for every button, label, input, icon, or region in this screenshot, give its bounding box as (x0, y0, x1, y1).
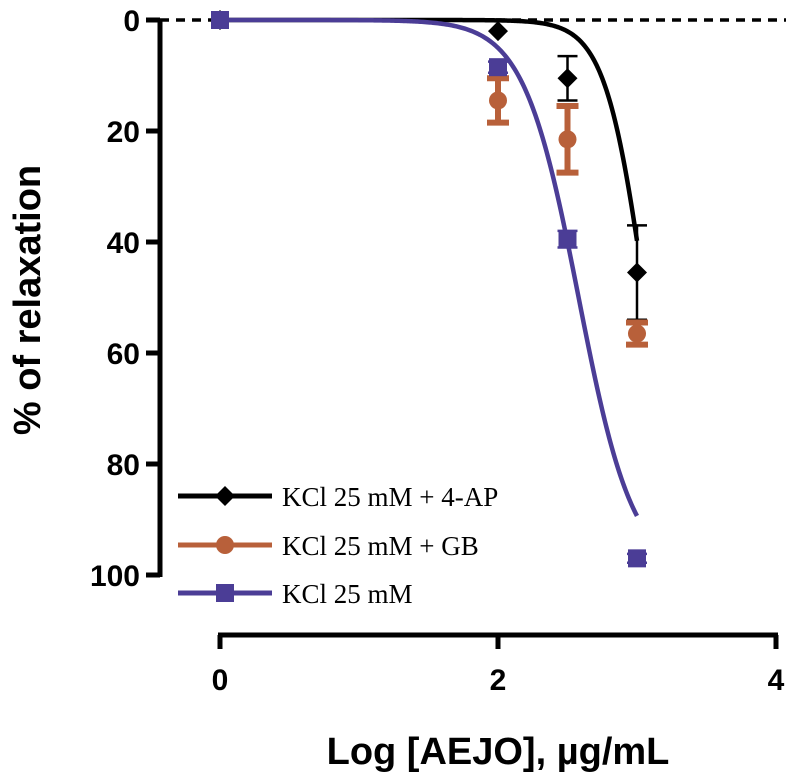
x-tick-label-0: 0 (212, 664, 229, 697)
y-tick-label-40: 40 (107, 227, 140, 260)
series-layer (210, 10, 648, 568)
point-kcl-25-mm-2 (558, 230, 577, 249)
y-tick-label-20: 20 (107, 116, 140, 149)
legend-label-kcl-25-mm-gb: KCl 25 mM + GB (282, 531, 479, 561)
point-kcl-25-mm-0 (211, 11, 229, 29)
x-tick-label-4: 4 (768, 664, 785, 697)
x-tick-label-2: 2 (490, 664, 507, 697)
y-tick-label-0: 0 (123, 5, 140, 38)
fit-curve-kcl-25-mm-4-ap (220, 17, 640, 242)
y-axis-title: % of relaxation (7, 165, 49, 435)
series-kcl-25-mm (211, 11, 647, 568)
fit-curve-kcl-25-mm (220, 17, 640, 517)
legend: KCl 25 mM + 4-AP KCl 25 mM + GB KCl 25 mM (178, 482, 498, 609)
series-kcl-25-mm-4-ap (210, 10, 647, 321)
legend-label-kcl-25-mm-4-ap: KCl 25 mM + 4-AP (282, 482, 498, 512)
point-kcl-25-mm-4-ap-3 (627, 262, 647, 283)
axes: 0 20 40 60 80 100 0 2 4 (90, 5, 785, 697)
point-kcl-25-mm-gb-1 (489, 91, 507, 110)
point-kcl-25-mm-4-ap-2 (557, 68, 578, 89)
legend-marker-kcl-25-mm (216, 584, 234, 602)
x-axis-title: Log [AEJO], µg/mL (327, 731, 670, 773)
y-tick-label-80: 80 (107, 449, 140, 482)
legend-marker-kcl-25-mm-gb (216, 536, 234, 554)
point-kcl-25-mm-gb-2 (558, 130, 577, 149)
legend-marker-kcl-25-mm-4-ap (215, 486, 235, 506)
point-kcl-25-mm-1 (489, 58, 507, 77)
point-kcl-25-mm-gb-3 (628, 324, 646, 343)
legend-item-kcl-25-mm: KCl 25 mM (178, 579, 413, 609)
point-kcl-25-mm-3 (628, 549, 646, 568)
legend-item-kcl-25-mm-4-ap: KCl 25 mM + 4-AP (178, 482, 498, 512)
series-kcl-25-mm-gb (211, 11, 648, 348)
y-tick-label-60: 60 (107, 338, 140, 371)
y-tick-label-100: 100 (90, 560, 140, 593)
point-kcl-25-mm-4-ap-1 (488, 21, 508, 42)
legend-label-kcl-25-mm: KCl 25 mM (282, 579, 413, 609)
legend-item-kcl-25-mm-gb: KCl 25 mM + GB (178, 531, 479, 561)
